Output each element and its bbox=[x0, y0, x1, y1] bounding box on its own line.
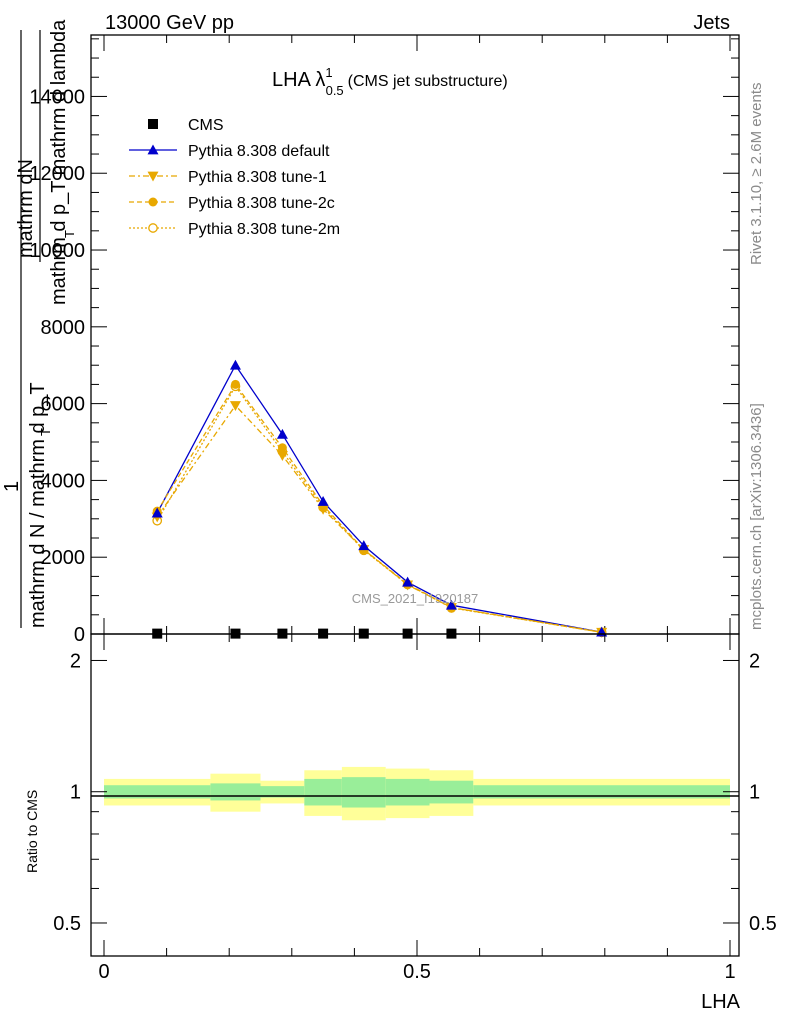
x-tick-label: 0 bbox=[98, 961, 109, 983]
ratio-uncertainty-band bbox=[104, 766, 730, 821]
ratio-band-inner bbox=[104, 785, 211, 799]
data-point bbox=[445, 599, 457, 610]
plot-title: LHA λ1 0.5 (CMS jet substructure) bbox=[272, 65, 508, 98]
ylabel-frac-den: mathrm d N / mathrm d p_T bbox=[27, 382, 49, 628]
series-line-pythia-8-308-default bbox=[156, 363, 602, 633]
ylabel-top-num: mathrm dN bbox=[15, 159, 37, 258]
plot-title-main: LHA λ bbox=[272, 69, 325, 91]
ratio-axis-ticks: 0.5 0.5 1 1 2 2 0 0.5 1 bbox=[53, 634, 777, 983]
legend-marker bbox=[148, 119, 158, 129]
y-tick-label: 12000 bbox=[29, 163, 85, 185]
legend-marker bbox=[148, 223, 158, 233]
x-tick-label: 0.5 bbox=[403, 961, 431, 983]
xlabel: LHA bbox=[701, 991, 741, 1013]
series-line-pythia-8-308-tune-2c bbox=[156, 383, 602, 633]
plot-title-tail: (CMS jet substructure) bbox=[348, 73, 508, 90]
ylabel-top-den: mathrm d p_T mathrm d lambda bbox=[48, 19, 70, 305]
data-point bbox=[276, 451, 288, 461]
data-point bbox=[151, 507, 163, 518]
legend-label: Pythia 8.308 tune-1 bbox=[188, 169, 327, 186]
ratio-tick-label-left: 2 bbox=[70, 650, 81, 672]
main-ylabel: mathrm dN mathrm d p_T mathrm d lambda T… bbox=[1, 19, 77, 628]
ratio-band-inner bbox=[429, 780, 474, 804]
ratio-band-inner bbox=[210, 783, 261, 801]
y-tick-label: 0 bbox=[74, 624, 85, 646]
ratio-band-inner bbox=[260, 786, 305, 798]
y-tick-label: 4000 bbox=[41, 470, 86, 492]
ratio-band-inner bbox=[473, 785, 730, 799]
series-line-pythia-8-308-tune-2m bbox=[156, 385, 602, 633]
ylabel-frac-num: 1 bbox=[1, 481, 23, 492]
ylabel-top-sub: T bbox=[62, 230, 77, 238]
watermark: CMS_2021_I1920187 bbox=[352, 591, 479, 606]
ylabel-frac-sub: T bbox=[38, 428, 53, 436]
plot-title-sub: 0.5 bbox=[326, 83, 344, 98]
data-point bbox=[229, 359, 241, 370]
legend-marker bbox=[147, 171, 159, 182]
plot-title-sup: 1 bbox=[325, 65, 332, 80]
ratio-tick-label-right: 1 bbox=[749, 782, 760, 804]
mcplots-credit: mcplots.cern.ch [arXiv:1306.3436] bbox=[748, 403, 765, 630]
rivet-credit: Rivet 3.1.10, ≥ 2.6M events bbox=[748, 83, 765, 266]
legend-label: Pythia 8.308 default bbox=[188, 143, 330, 160]
y-tick-label: 10000 bbox=[29, 240, 85, 262]
legend-marker bbox=[147, 144, 159, 155]
ratio-plot-frame bbox=[90, 633, 740, 957]
main-axis-ticks: 0 2000 4000 6000 8000 10000 12000 14000 bbox=[29, 35, 739, 646]
y-tick-label: 8000 bbox=[41, 317, 86, 339]
legend-label: Pythia 8.308 tune-2m bbox=[188, 221, 340, 238]
ratio-tick-label-right: 2 bbox=[749, 650, 760, 672]
y-tick-label: 14000 bbox=[29, 86, 85, 108]
ratio-tick-label-left: 1 bbox=[70, 782, 81, 804]
legend: CMS Pythia 8.308 default Pythia 8.308 tune… bbox=[129, 117, 340, 238]
legend-label: Pythia 8.308 tune-2c bbox=[188, 195, 335, 212]
ratio-band-inner bbox=[341, 777, 386, 808]
data-point bbox=[402, 576, 414, 587]
data-point bbox=[358, 540, 370, 551]
y-tick-label: 6000 bbox=[41, 394, 86, 416]
header-right: Jets bbox=[693, 12, 730, 34]
header-left: 13000 GeV pp bbox=[105, 12, 234, 34]
ratio-band-inner bbox=[385, 778, 430, 806]
y-tick-label: 2000 bbox=[41, 547, 86, 569]
ratio-tick-label-right: 0.5 bbox=[749, 913, 777, 935]
legend-label: CMS bbox=[188, 117, 224, 134]
ratio-tick-label-left: 0.5 bbox=[53, 913, 81, 935]
data-point bbox=[230, 379, 240, 389]
legend-marker bbox=[148, 197, 158, 207]
ratio-band-inner bbox=[304, 778, 342, 806]
ratio-ylabel: Ratio to CMS bbox=[24, 790, 40, 873]
data-point bbox=[277, 443, 287, 453]
data-point bbox=[276, 428, 288, 439]
x-tick-label: 1 bbox=[724, 961, 735, 983]
data-point bbox=[317, 496, 329, 506]
data-point bbox=[317, 504, 329, 515]
data-point bbox=[229, 401, 241, 412]
